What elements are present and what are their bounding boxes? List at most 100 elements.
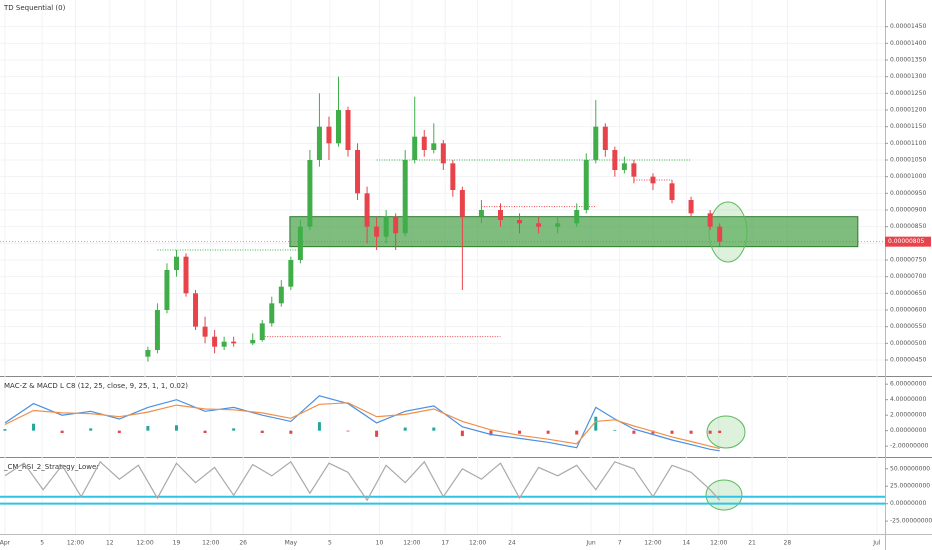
candle-body: [269, 303, 275, 324]
candle-body: [688, 200, 694, 214]
histogram-bar: [89, 428, 93, 431]
y-tick-label: -25.00000000: [890, 518, 932, 525]
y-tick-label: 0.00000000: [890, 500, 926, 507]
candle-body: [145, 350, 151, 357]
histogram-bar: [518, 430, 522, 434]
candle-body: [307, 160, 313, 227]
x-tick-label: 26: [239, 540, 247, 547]
candle-body: [364, 193, 370, 227]
candle-body: [288, 260, 294, 287]
y-tick-label: 2.00000000: [890, 412, 926, 419]
candle-body: [440, 143, 446, 164]
y-tick-label: 0.00001350: [890, 57, 926, 64]
histogram-bar: [689, 430, 693, 434]
candle-body: [259, 323, 265, 340]
candle-body: [164, 270, 170, 310]
histogram-bar: [594, 416, 598, 431]
candle-body: [450, 163, 456, 190]
pane-title: TD Sequential (0): [3, 4, 66, 12]
histogram-bar: [403, 427, 407, 431]
x-tick-label: 12: [106, 540, 114, 547]
candle-body: [412, 136, 418, 160]
highlight-ellipse: [705, 479, 743, 511]
y-tick-label: 0.00000650: [890, 290, 926, 297]
histogram-bar: [489, 430, 493, 436]
x-tick-label: 14: [682, 540, 690, 547]
histogram-bar: [670, 430, 674, 434]
candle-body: [602, 126, 608, 150]
y-tick-label: 0.00000900: [890, 207, 926, 214]
y-tick-label: 6.00000000: [890, 381, 926, 388]
x-tick-label: 12:00: [136, 540, 153, 547]
histogram-bar: [260, 430, 264, 433]
x-tick-label: 5: [328, 540, 332, 547]
y-tick-label: 0.00000550: [890, 323, 926, 330]
pane-title: MAC-Z & MACD L C8 (12, 25, close, 9, 25,…: [4, 382, 188, 390]
candle-body: [383, 216, 389, 237]
last-price-tag: [885, 236, 931, 247]
y-tick-label: 25.00000000: [890, 483, 930, 490]
histogram-bar: [32, 423, 36, 431]
candle-body: [421, 136, 427, 150]
highlight-ellipse: [706, 415, 746, 449]
highlight-ellipse: [708, 201, 748, 263]
x-tick-label: 28: [784, 540, 792, 547]
candle-body: [402, 160, 408, 234]
candle-body: [631, 163, 637, 177]
histogram-bar: [60, 430, 64, 433]
candle-body: [173, 256, 179, 270]
x-tick-label: Jun: [585, 540, 596, 547]
candle-body: [316, 126, 322, 160]
candle-body: [536, 223, 542, 227]
y-tick-label: 0.00001200: [890, 107, 926, 114]
histogram-bar: [718, 430, 722, 433]
candle-body: [212, 336, 218, 347]
candle-body: [297, 226, 303, 260]
candle-body: [431, 143, 437, 150]
histogram-bar: [146, 426, 150, 431]
x-tick-label: 12:00: [202, 540, 219, 547]
histogram-bar: [546, 430, 550, 434]
y-tick-label: -2.00000000: [890, 443, 929, 450]
y-tick-label: 0.00000700: [890, 273, 926, 280]
x-tick-label: Apr: [0, 540, 11, 547]
candle-body: [193, 293, 199, 327]
candle-body: [497, 210, 503, 220]
x-tick-label: 5: [40, 540, 44, 547]
y-tick-label: 4.00000000: [890, 396, 926, 403]
y-tick-label: 0.00000600: [890, 307, 926, 314]
histogram-bar: [203, 430, 207, 433]
y-tick-label: 0.00000750: [890, 257, 926, 264]
histogram-bar: [432, 427, 436, 431]
candle-body: [478, 210, 484, 217]
candle-body: [154, 310, 160, 350]
x-tick-label: 21: [748, 540, 756, 547]
candle-body: [583, 160, 589, 210]
histogram-bar: [317, 422, 321, 431]
histogram-bar: [632, 430, 636, 434]
y-tick-label: 50.00000000: [890, 465, 930, 472]
candle-body: [621, 163, 627, 170]
candle-body: [669, 183, 675, 200]
y-tick-label: 0.00001300: [890, 73, 926, 80]
y-tick-label: 0.00000950: [890, 190, 926, 197]
histogram-bar: [460, 430, 464, 437]
x-tick-label: 19: [173, 540, 181, 547]
y-tick-label: 0.00001050: [890, 157, 926, 164]
x-tick-label: May: [285, 540, 298, 547]
y-tick-label: 0.00001400: [890, 40, 926, 47]
candle-body: [374, 226, 380, 237]
y-tick-label: 0.00000450: [890, 357, 926, 364]
series-line: [4, 395, 720, 452]
candle-body: [231, 341, 237, 344]
candle-body: [335, 110, 341, 144]
candle-body: [517, 220, 523, 224]
candle-body: [459, 190, 465, 217]
histogram-bar: [232, 428, 236, 431]
histogram-bar: [575, 430, 579, 435]
candle-body: [355, 150, 361, 194]
histogram-bar: [3, 429, 7, 431]
x-tick-label: 12:00: [469, 540, 486, 547]
